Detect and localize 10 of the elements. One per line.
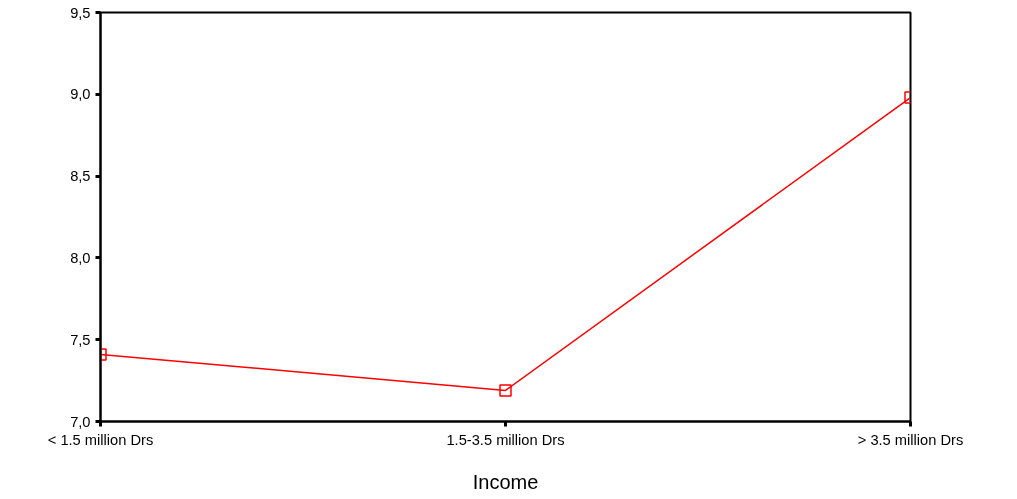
- y-tick-label: 7,0: [70, 413, 91, 430]
- x-axis-title: Income: [472, 470, 539, 493]
- x-tick-label: < 1.5 million Drs: [47, 431, 154, 448]
- y-tick-label: 8,5: [70, 168, 91, 185]
- y-tick-label: 9,5: [70, 4, 91, 21]
- x-tick-label: 1.5-3.5 million Drs: [446, 431, 565, 448]
- y-tick-label: 7,5: [70, 331, 91, 348]
- x-tick-label: > 3.5 million Drs: [857, 431, 964, 448]
- y-tick-label: 8,0: [70, 249, 91, 266]
- y-tick-label: 9,0: [70, 86, 91, 103]
